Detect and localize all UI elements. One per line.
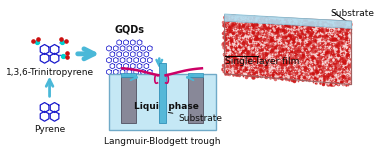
- Bar: [188, 77, 203, 123]
- Bar: [121, 73, 136, 77]
- Text: 1,3,6-Trinitropyrene: 1,3,6-Trinitropyrene: [6, 68, 94, 77]
- Text: Langmuir-Blodgett trough: Langmuir-Blodgett trough: [104, 137, 220, 146]
- Text: Single-layer film: Single-layer film: [225, 58, 299, 67]
- Bar: [159, 63, 166, 123]
- Text: Substrate: Substrate: [331, 9, 375, 18]
- Bar: [188, 73, 203, 77]
- Polygon shape: [225, 14, 352, 29]
- Polygon shape: [225, 15, 352, 85]
- Text: Liquid phase: Liquid phase: [134, 102, 199, 111]
- Text: GQDs: GQDs: [115, 25, 144, 35]
- Bar: [121, 77, 136, 123]
- Text: Substrate: Substrate: [168, 112, 222, 123]
- Bar: [108, 74, 215, 130]
- Text: Pyrene: Pyrene: [34, 126, 65, 134]
